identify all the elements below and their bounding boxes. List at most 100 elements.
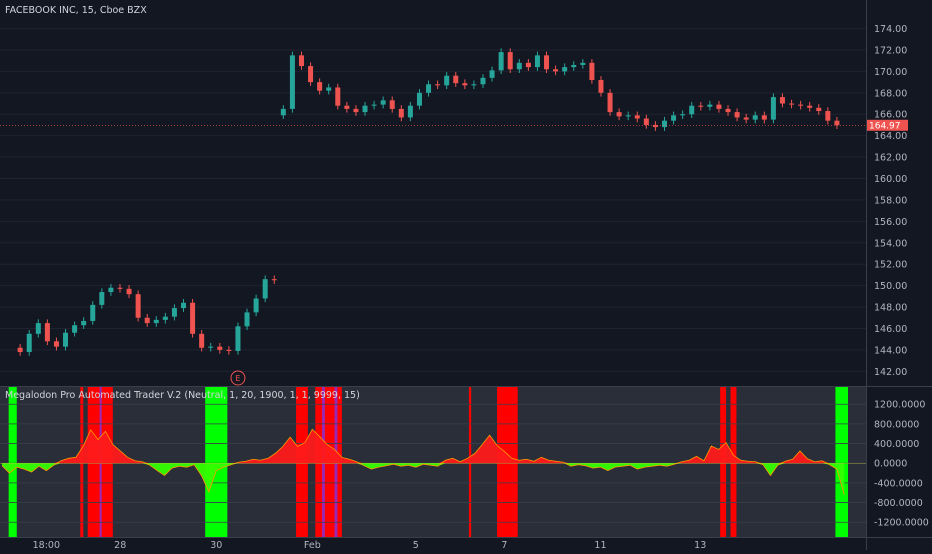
candle-body [99, 292, 105, 305]
candle-body [607, 92, 613, 113]
candle-body [398, 108, 404, 118]
candle-body [181, 302, 187, 309]
candle-body [444, 75, 450, 86]
candle-body [580, 62, 586, 65]
candle-body [317, 82, 323, 91]
candle-body [144, 317, 150, 324]
candle-body [634, 115, 640, 119]
candle-body [480, 77, 486, 85]
candle-body [770, 97, 776, 120]
candle-body [53, 341, 59, 347]
indicator-y-tick-label: 800.0000 [874, 419, 919, 430]
candle-body [335, 87, 341, 106]
candle-body [108, 287, 114, 293]
x-tick-label: 5 [413, 540, 419, 550]
x-tick-label: 11 [594, 540, 606, 550]
candle-body [689, 105, 695, 115]
price-grid [0, 28, 866, 372]
indicator-y-axis: 1200.0000 800.0000 400.0000 0.0000 -400.0000… [874, 400, 929, 529]
oscillator-positive-area [2, 429, 845, 464]
earnings-marker[interactable]: E [230, 370, 246, 386]
candle-body [371, 104, 377, 106]
candle-body [779, 97, 785, 104]
candle-body [489, 70, 495, 78]
oscillator-negative-area [2, 463, 845, 495]
x-tick-label: 30 [210, 540, 222, 550]
candle-body [380, 100, 386, 105]
indicator-y-tick-label: 400.0000 [874, 439, 919, 450]
signal-band-green [205, 387, 228, 537]
candle-body [553, 69, 559, 72]
price-y-tick-label: 144.00 [874, 345, 907, 356]
candle-body [208, 346, 214, 348]
candle-body [416, 92, 422, 106]
candle-body [90, 304, 96, 321]
candle-body [407, 105, 413, 118]
candle-body [825, 111, 831, 121]
candle-body [544, 55, 550, 70]
candle-body [389, 100, 395, 109]
x-tick-label: 7 [501, 540, 507, 550]
candle-body [707, 104, 713, 107]
candle-body [426, 84, 432, 93]
candle-body [253, 298, 259, 313]
candle-body [743, 117, 749, 120]
candle-body [26, 333, 32, 353]
indicator-oscillator [0, 428, 866, 495]
x-tick-label: 13 [694, 540, 706, 550]
price-y-tick-label: 148.00 [874, 303, 907, 314]
indicator-pane-title: Megalodon Pro Automated Trader V.2 (Neut… [5, 390, 360, 401]
candle-body [326, 87, 332, 91]
candle-body [44, 323, 50, 342]
last-price-tag-bg [866, 119, 908, 131]
candle-body [289, 55, 295, 109]
candle-body [716, 104, 722, 109]
indicator-y-tick-label: -400.0000 [874, 478, 923, 489]
candle-body [244, 312, 250, 327]
price-candles [17, 48, 840, 356]
x-tick-label: 18:00 [33, 540, 60, 550]
candle-body [471, 84, 477, 86]
candle-body [616, 112, 622, 117]
candle-body [589, 62, 595, 80]
price-y-tick-label: 172.00 [874, 45, 907, 56]
signal-band-green [835, 387, 848, 537]
candle-body [153, 319, 159, 324]
price-y-tick-label: 166.00 [874, 110, 907, 121]
candle-body [135, 294, 141, 318]
candle-body [199, 333, 205, 348]
candle-body [725, 108, 731, 113]
candle-body [761, 115, 767, 120]
last-price-tag: 164.97 [869, 121, 901, 131]
candle-body [734, 112, 740, 118]
price-y-tick-label: 146.00 [874, 324, 907, 335]
candle-body [834, 120, 840, 126]
indicator-y-tick-label: 1200.0000 [874, 400, 925, 411]
candle-body [72, 325, 78, 333]
candle-body [453, 75, 459, 84]
candle-body [789, 103, 795, 105]
indicator-y-tick-label: -800.0000 [874, 498, 923, 509]
earnings-marker-label: E [235, 374, 240, 383]
candle-body [117, 287, 123, 289]
candle-body [344, 105, 350, 109]
candle-body [362, 105, 368, 113]
candle-body [625, 115, 631, 117]
candle-body [162, 316, 168, 320]
signal-band-green [8, 387, 17, 537]
price-y-tick-label: 170.00 [874, 67, 907, 78]
candle-body [816, 107, 822, 112]
price-y-tick-label: 150.00 [874, 281, 907, 292]
candle-body [63, 332, 69, 347]
candle-body [562, 67, 568, 72]
earnings-marker-circle [230, 370, 246, 386]
indicator-y-tick-label: 0.0000 [874, 459, 907, 470]
candle-body [698, 105, 704, 107]
candle-body [298, 55, 304, 67]
candle-body [308, 66, 314, 83]
candle-body [17, 347, 23, 353]
candle-body [671, 115, 677, 121]
candle-body [126, 288, 132, 295]
